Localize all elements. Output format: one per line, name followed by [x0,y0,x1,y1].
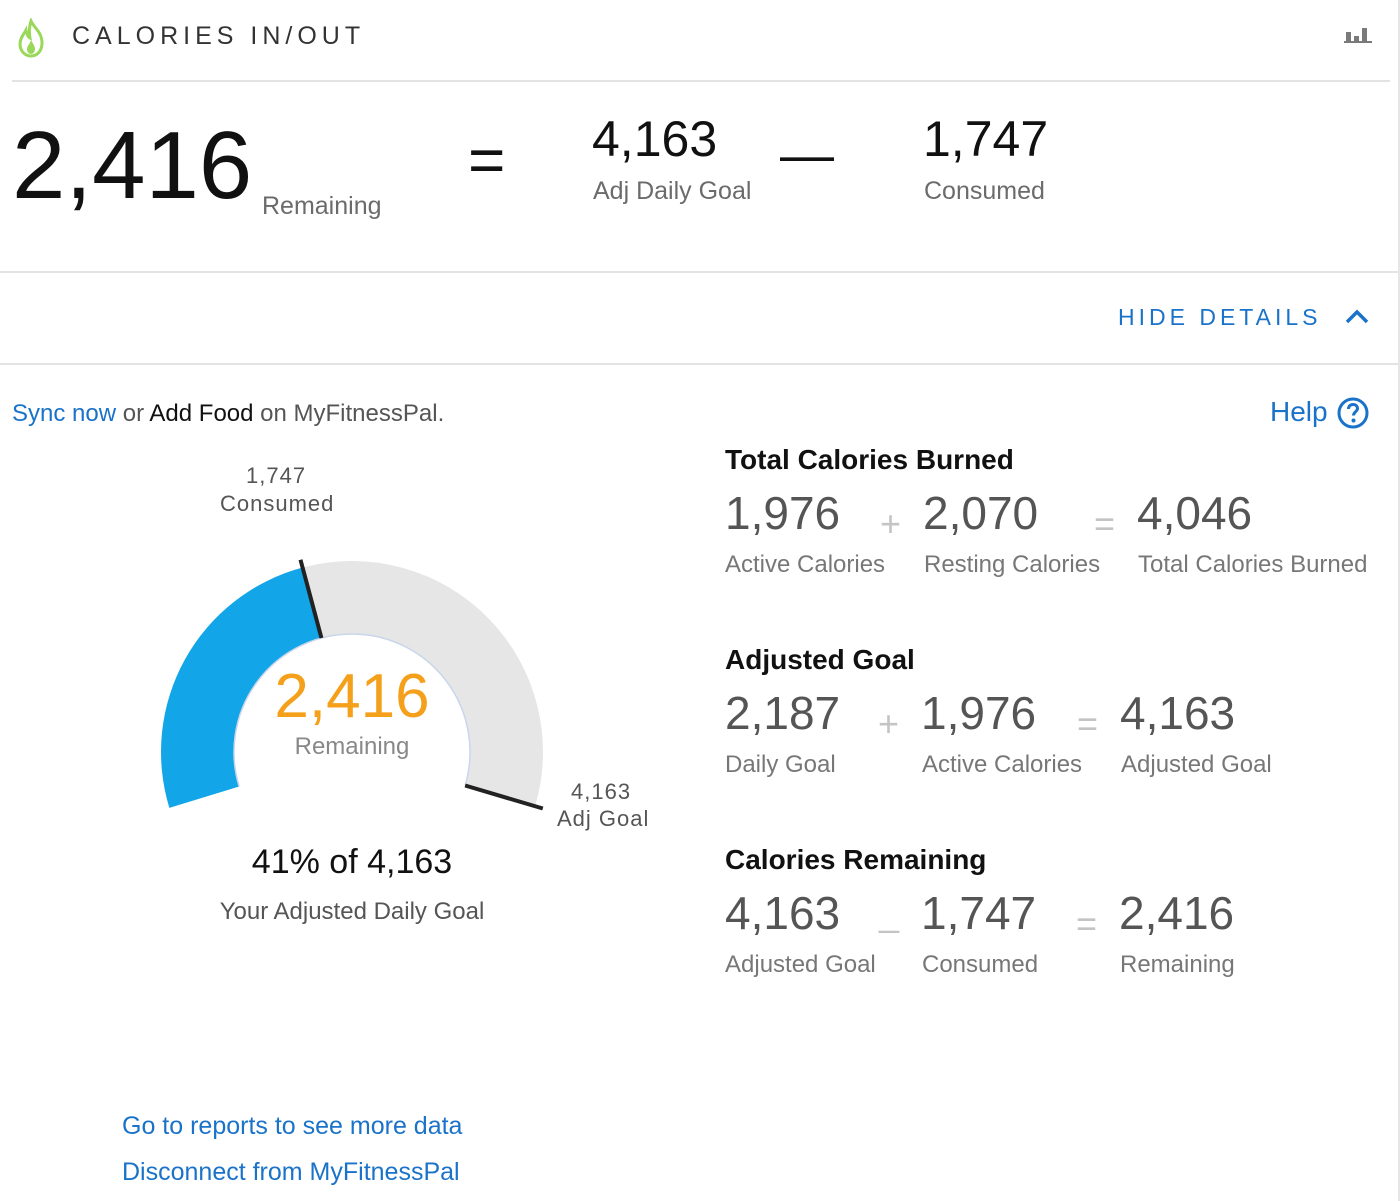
minus-operator: _ [879,893,900,934]
section-value: 4,163 [725,887,841,939]
gauge-caption: Your Adjusted Daily Goal [219,898,485,925]
bar-chart-icon[interactable] [1344,24,1374,44]
plus-operator: + [878,703,900,744]
summary-remaining-value: 2,416 [12,112,253,219]
gauge-consumed-label: Consumed [220,491,335,516]
gauge-inner-outline [233,633,471,787]
section-title: Adjusted Goal [725,644,915,675]
gauge-goal-label: Adj Goal [557,806,650,831]
summary-divider [0,271,1398,273]
section-value: 2,187 [725,687,841,739]
summary-goal-label: Adj Daily Goal [593,177,752,205]
section-label: Daily Goal [725,751,836,778]
panel-title: CALORIES IN/OUT [72,22,366,50]
summary-minus: — [780,125,834,185]
gauge-remaining-arc [302,561,543,807]
gauge-center-value: 2,416 [274,662,430,731]
gauge-consumed-marker [298,559,324,639]
section-label: Active Calories [922,751,1083,778]
disconnect-link[interactable]: Disconnect from MyFitnessPal [122,1158,460,1186]
details-divider [0,363,1398,365]
add-food-link[interactable]: Add Food [149,400,254,427]
section-label: Adjusted Goal [1121,751,1272,778]
gauge-percent-line: 41% of 4,163 [251,843,453,881]
section-label: Adjusted Goal [725,951,876,978]
summary-equals: = [468,124,506,196]
section-label: Total Calories Burned [1138,551,1368,578]
section-value: 4,046 [1137,487,1253,539]
sync-now-link[interactable]: Sync now [12,400,117,427]
sync-suffix-text: on MyFitnessPal. [253,400,445,427]
reports-link[interactable]: Go to reports to see more data [122,1112,463,1140]
summary-consumed-value: 1,747 [923,111,1049,167]
gauge-chart [161,559,544,811]
section-value: 4,163 [1120,687,1236,739]
section-value: 1,747 [921,887,1037,939]
sync-line: Sync now or Add Food on MyFitnessPal. [12,400,444,428]
flame-icon [16,16,46,58]
equals-operator: = [1077,703,1099,744]
section-value: 2,070 [923,487,1039,539]
summary-consumed-label: Consumed [924,177,1045,205]
section-value: 1,976 [921,687,1037,739]
gauge-consumed-arc [161,567,322,808]
question-circle-icon [1336,396,1370,430]
section-value: 2,416 [1119,887,1235,939]
chevron-up-icon [1344,306,1370,326]
help-button[interactable]: Help [1268,396,1372,432]
hide-details-label: HIDE DETAILS [1118,304,1322,330]
section-label: Remaining [1120,951,1235,978]
help-label: Help [1270,396,1328,427]
section-value: 1,976 [725,487,841,539]
section-label: Consumed [922,951,1039,978]
plus-operator: + [880,503,902,544]
section-title: Calories Remaining [725,844,987,875]
gauge-center-label: Remaining [294,733,410,760]
section-label: Active Calories [725,551,886,578]
panel-right-border [1398,0,1400,1201]
hide-details-toggle[interactable]: HIDE DETAILS [1110,300,1380,340]
summary-goal-value: 4,163 [592,111,718,167]
sync-or-text: or [116,400,150,427]
gauge-goal-value: 4,163 [571,779,632,804]
gauge-consumed-value: 1,747 [246,463,307,488]
summary-remaining-label: Remaining [262,192,382,220]
equals-operator: = [1076,903,1098,944]
header-divider [12,80,1390,82]
gauge-goal-marker [464,783,544,811]
section-title: Total Calories Burned [725,444,1014,475]
section-label: Resting Calories [924,551,1101,578]
equals-operator: = [1094,503,1116,544]
